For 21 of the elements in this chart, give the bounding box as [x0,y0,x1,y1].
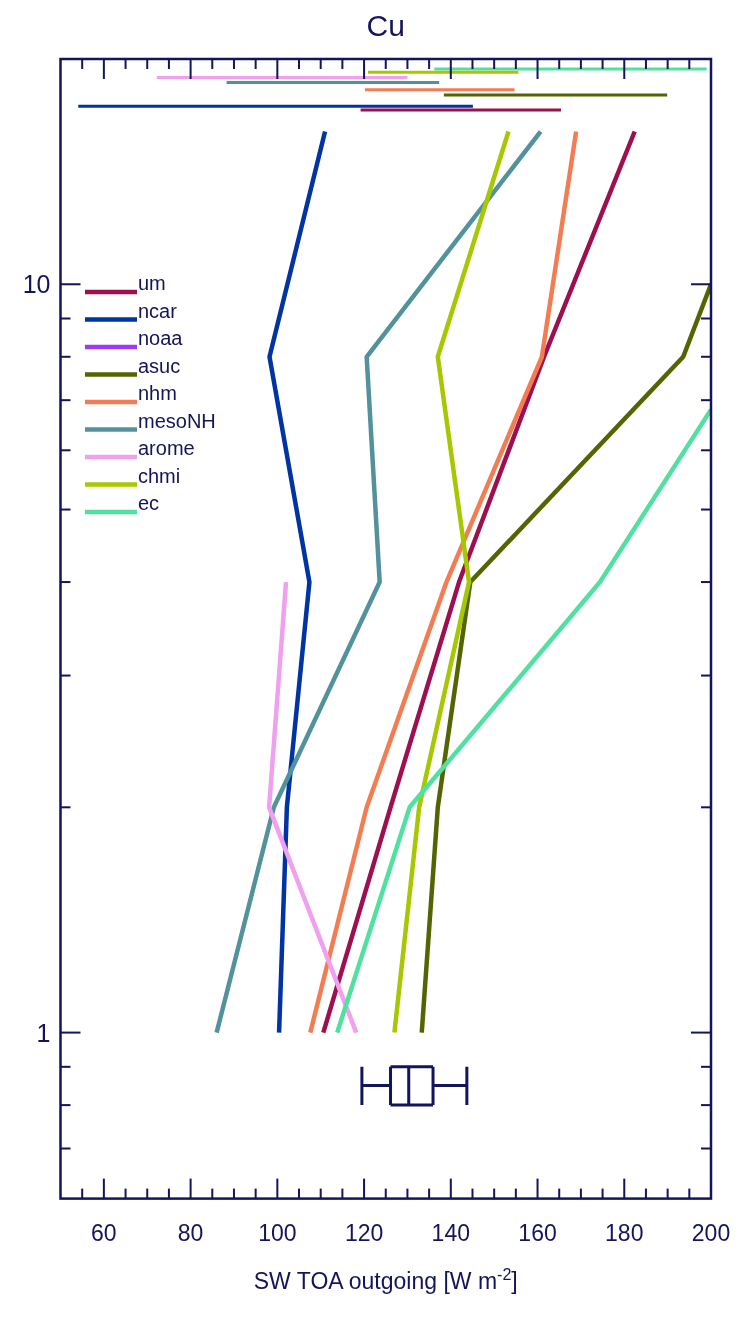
x-tick-label: 180 [605,1219,644,1246]
x-tick-label: 100 [258,1219,297,1246]
legend-label: asuc [138,354,181,377]
legend-label: um [138,272,166,294]
legend-label: mesoNH [138,409,216,432]
legend-label: nhm [138,382,177,404]
x-tick-label: 200 [691,1219,731,1246]
y-tick-label: 10 [22,270,51,299]
legend-label: arome [138,437,195,459]
legend-label: chmi [138,464,181,487]
x-tick-label: 120 [344,1219,384,1246]
x-axis-title: SW TOA outgoing [W m$^{-2}$] [253,1264,518,1294]
x-tick-label: 160 [518,1219,557,1246]
x-tick-label: 60 [91,1219,117,1246]
legend-label: ec [138,492,160,514]
x-tick-label: 80 [177,1219,204,1246]
chart-title: Cu [366,9,405,42]
x-tick-label: 140 [431,1219,470,1246]
legend-label: ncar [138,299,178,322]
y-tick-label: 1 [36,1018,51,1047]
legend-label: noaa [138,327,184,349]
